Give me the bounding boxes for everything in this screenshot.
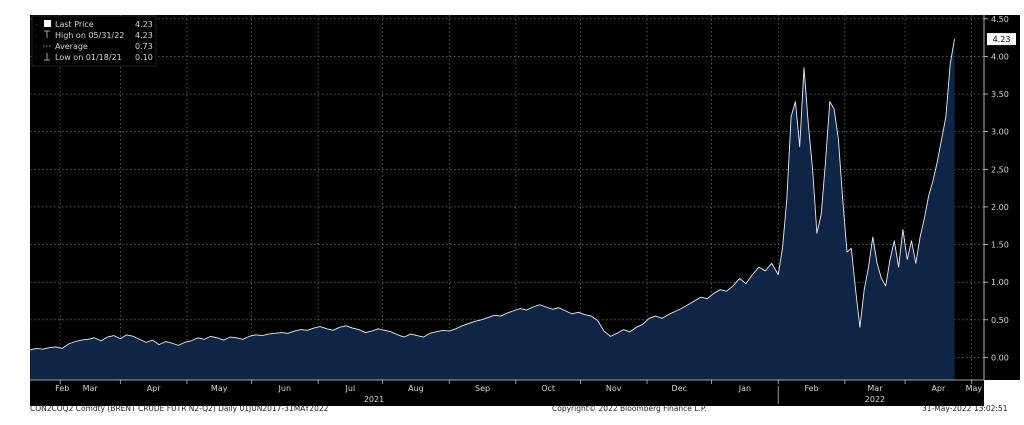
x-tick-label: Feb bbox=[804, 384, 818, 393]
legend-label: Low on 01/18/21 bbox=[55, 53, 122, 62]
x-tick-label: Oct bbox=[541, 384, 555, 393]
legend-value: 4.23 bbox=[135, 31, 153, 40]
y-tick-label: 4.50 bbox=[991, 15, 1009, 24]
y-tick-label: 0.50 bbox=[991, 316, 1009, 325]
legend-entry: · Average 0.73 bbox=[36, 42, 153, 51]
y-axis-background bbox=[984, 15, 1020, 380]
legend-handle-icon: · bbox=[36, 22, 38, 29]
legend-label: Last Price bbox=[55, 20, 94, 29]
legend-handle-icon: · bbox=[36, 44, 38, 51]
y-tick-label: 3.50 bbox=[991, 90, 1009, 99]
x-tick-label: Jun bbox=[278, 384, 292, 393]
legend-value: 4.23 bbox=[135, 20, 153, 29]
legend-handle-icon: · bbox=[36, 33, 38, 40]
x-tick-label: Feb bbox=[55, 384, 69, 393]
legend-value: 0.10 bbox=[135, 53, 153, 62]
high-marker-icon bbox=[44, 30, 50, 38]
x-tick-label: Dec bbox=[672, 384, 687, 393]
legend-value: 0.73 bbox=[135, 42, 153, 51]
legend-entry: · High on 05/31/22 4.23 bbox=[36, 30, 153, 40]
x-tick-label: May bbox=[966, 384, 983, 393]
y-tick-label: 1.00 bbox=[991, 278, 1009, 287]
last-price-value: 4.23 bbox=[993, 35, 1011, 44]
x-tick-label: Jul bbox=[345, 384, 356, 393]
legend-box bbox=[31, 15, 157, 67]
last-price-box bbox=[987, 33, 1016, 46]
legend-handle-icon: · bbox=[36, 55, 38, 62]
x-tick-label: May bbox=[211, 384, 228, 393]
x-tick-label: Mar bbox=[83, 384, 99, 393]
x-tick-label: Apr bbox=[931, 384, 946, 393]
y-tick-label: 3.00 bbox=[991, 128, 1009, 137]
legend-label: High on 05/31/22 bbox=[55, 31, 124, 40]
footer-timestamp: 31-May-2022 13:02:51 bbox=[922, 404, 1008, 413]
x-tick-label: Jan bbox=[738, 384, 751, 393]
x-axis: Feb Mar Apr May Jun Jul Aug Sep Oct Nov Dec Jan Feb M… bbox=[30, 379, 984, 404]
legend-label: Average bbox=[55, 42, 88, 51]
low-marker-icon bbox=[44, 53, 50, 61]
last-price-label: 4.23 bbox=[987, 33, 1016, 46]
legend-entry: · Low on 01/18/21 0.10 bbox=[36, 53, 153, 62]
price-area-fill bbox=[30, 39, 955, 380]
year-label: 2022 bbox=[865, 395, 885, 404]
price-line bbox=[29, 39, 955, 351]
footer-ticker-description: CON2COQ2 Comdty (BRENT CRUDE FUTR N2-Q2)… bbox=[30, 404, 329, 413]
x-tick-label: Aug bbox=[408, 384, 424, 393]
x-tick-label: Sep bbox=[475, 384, 490, 393]
x-tick-label: Mar bbox=[867, 384, 883, 393]
legend: · Last Price 4.23 · High on 05/31/22 4.23 · Ave… bbox=[31, 15, 157, 67]
y-tick-label: 4.00 bbox=[991, 52, 1009, 61]
legend-entry: · Last Price 4.23 bbox=[36, 20, 153, 29]
y-tick-label: 2.50 bbox=[991, 165, 1009, 174]
year-label: 2021 bbox=[364, 395, 384, 404]
filled-square-icon bbox=[44, 20, 51, 27]
y-axis: 4.50 4.00 3.50 3.00 2.50 2.00 1.50 1.00 0.50 0.00 bbox=[983, 15, 1009, 380]
footer-copyright: Copyright© 2022 Bloomberg Finance L.P. bbox=[552, 404, 707, 413]
y-tick-label: 1.50 bbox=[991, 241, 1009, 250]
x-tick-label: Nov bbox=[606, 384, 622, 393]
x-tick-label: Apr bbox=[147, 384, 162, 393]
y-tick-label: 0.00 bbox=[991, 353, 1009, 362]
x-axis-background bbox=[30, 380, 984, 406]
price-area-series bbox=[29, 39, 955, 380]
y-tick-label: 2.00 bbox=[991, 203, 1009, 212]
